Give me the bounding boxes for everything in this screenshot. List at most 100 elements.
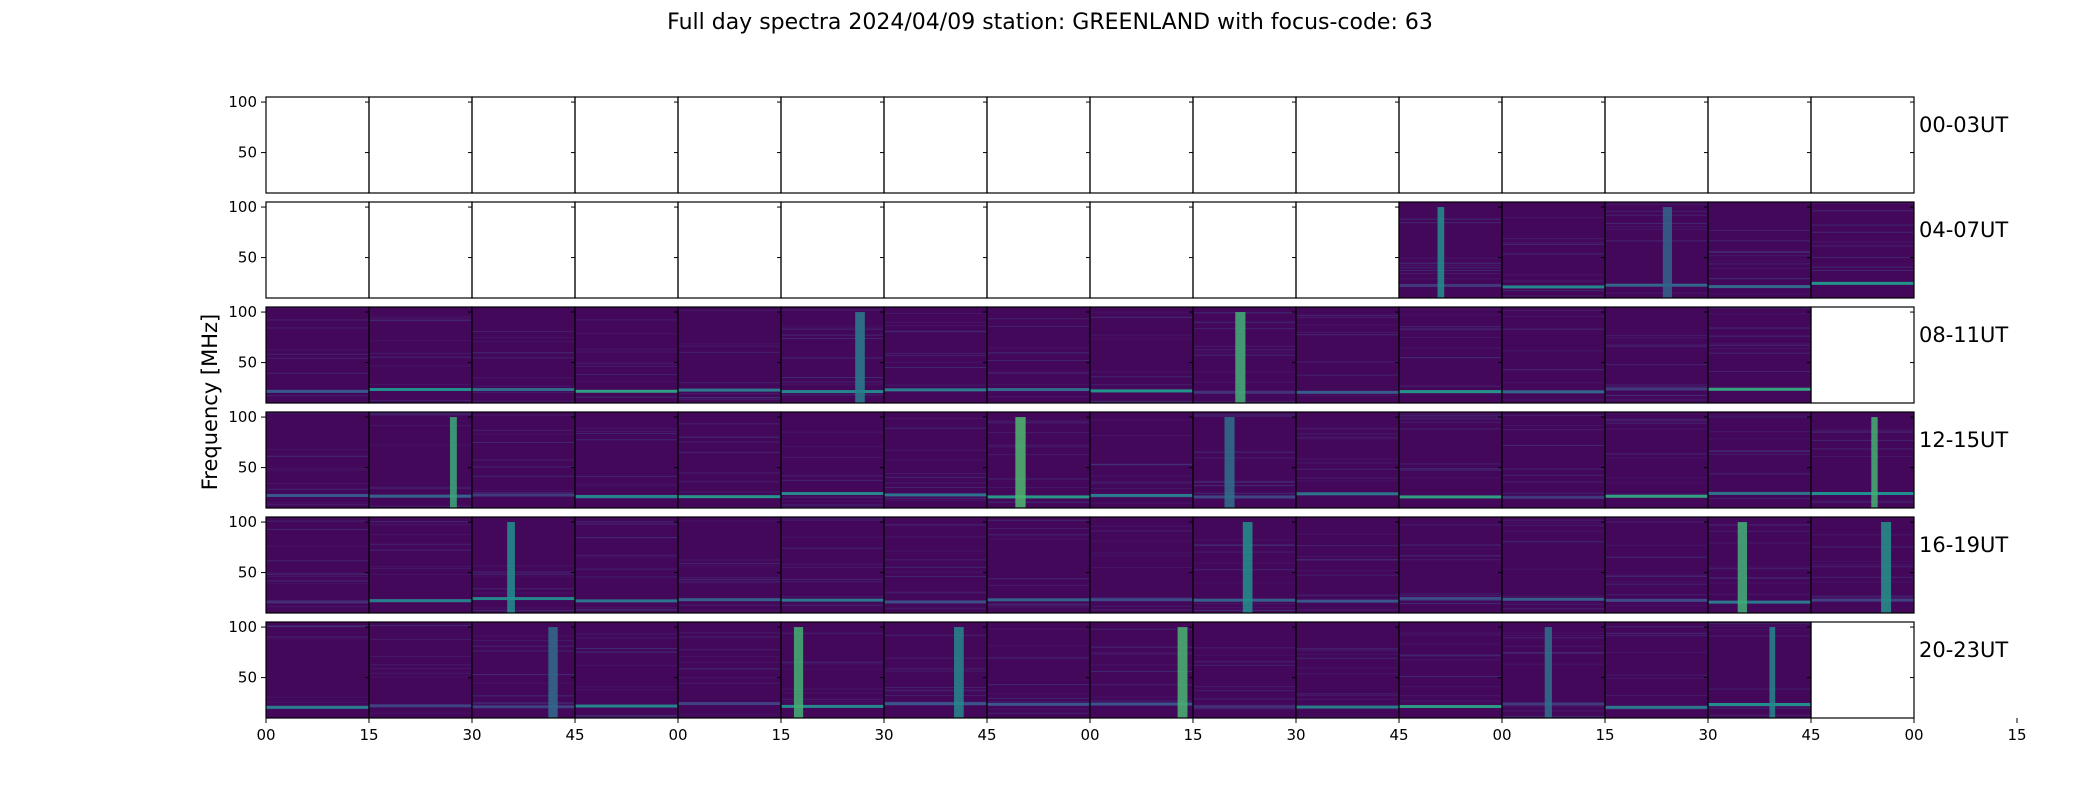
spectrum-streak bbox=[1605, 457, 1708, 459]
spectrum-streak bbox=[1502, 524, 1605, 526]
empty-panel bbox=[677, 96, 782, 194]
spectrum-streak bbox=[1502, 328, 1605, 330]
spectrum-lowband bbox=[1605, 283, 1708, 287]
spectrum-streak bbox=[369, 505, 472, 507]
spectrum-streak bbox=[1502, 242, 1605, 244]
spectrum-burst bbox=[548, 627, 558, 718]
spectrum-streak bbox=[1193, 664, 1296, 666]
spectrum-panel bbox=[986, 411, 1091, 509]
spectrum-streak bbox=[266, 455, 369, 457]
spectrum-streak bbox=[987, 372, 1090, 374]
x-tick-label: 30 bbox=[1286, 726, 1305, 744]
panel-frame bbox=[265, 201, 370, 299]
spectrum-background bbox=[575, 622, 678, 718]
spectrum-burst bbox=[1881, 522, 1892, 613]
spectrum-streak bbox=[1605, 210, 1708, 212]
spectrum-streak bbox=[1399, 632, 1502, 634]
spectrum-streak bbox=[884, 486, 987, 488]
spectrum-streak bbox=[1296, 653, 1399, 655]
spectrum-streak bbox=[1708, 498, 1811, 500]
spectrum-streak bbox=[1399, 654, 1502, 656]
spectrum-streak bbox=[1708, 566, 1811, 568]
spectrum-streak bbox=[1399, 329, 1502, 331]
spectrum-streak bbox=[575, 537, 678, 539]
spectrum-streak bbox=[369, 400, 472, 402]
spectrum-panel bbox=[471, 306, 576, 404]
spectrum-panel bbox=[1295, 411, 1400, 509]
spectrum-panel bbox=[1501, 306, 1606, 404]
spectrum-streak bbox=[678, 343, 781, 345]
spectrum-lowband bbox=[884, 493, 987, 497]
spectrum-streak bbox=[1090, 401, 1193, 403]
spectrum-streak bbox=[1708, 370, 1811, 372]
spectrum-streak bbox=[1708, 530, 1811, 532]
spectrum-background bbox=[781, 412, 884, 508]
spectrum-streak bbox=[369, 318, 472, 320]
spectrum-streak bbox=[1811, 430, 1914, 432]
spectrum-streak bbox=[884, 657, 987, 659]
spectrum-streak bbox=[575, 716, 678, 718]
spectrum-streak bbox=[678, 441, 781, 443]
spectrum-streak bbox=[678, 480, 781, 482]
spectrum-panel bbox=[1604, 621, 1709, 719]
spectrum-background bbox=[1193, 412, 1296, 508]
spectrum-background bbox=[678, 412, 781, 508]
panel-frame bbox=[986, 201, 1091, 299]
spectrum-streak bbox=[1399, 417, 1502, 419]
chart-title: Full day spectra 2024/04/09 station: GRE… bbox=[667, 10, 1433, 35]
spectrum-streak bbox=[472, 592, 575, 594]
spectrum-background bbox=[1399, 202, 1502, 298]
spectrum-streak bbox=[369, 534, 472, 536]
spectrum-streak bbox=[1708, 524, 1811, 526]
spectrum-background bbox=[1399, 307, 1502, 403]
spectrum-streak bbox=[575, 637, 678, 639]
spectrum-streak bbox=[1502, 595, 1605, 597]
spectrum-streak bbox=[1811, 270, 1914, 272]
spectrum-streak bbox=[266, 696, 369, 698]
spectrum-lowband bbox=[1090, 493, 1193, 497]
spectrum-streak bbox=[472, 674, 575, 676]
spectrum-streak bbox=[1502, 637, 1605, 639]
spectrum-streak bbox=[1605, 226, 1708, 228]
spectrum-streak bbox=[575, 427, 678, 429]
spectrum-streak bbox=[1605, 677, 1708, 679]
spectrum-background bbox=[1296, 307, 1399, 403]
spectrum-streak bbox=[1605, 228, 1708, 230]
spectrum-streak bbox=[1811, 266, 1914, 268]
spectrum-lowband bbox=[369, 704, 472, 708]
spectrum-streak bbox=[1502, 474, 1605, 476]
spectrum-streak bbox=[1193, 451, 1296, 453]
spectrum-streak bbox=[1502, 603, 1605, 605]
spectrum-streak bbox=[575, 715, 678, 717]
spectrum-streak bbox=[781, 479, 884, 481]
spectrum-streak bbox=[472, 607, 575, 609]
spectrum-streak bbox=[1502, 608, 1605, 610]
spectrum-streak bbox=[1502, 350, 1605, 352]
spectrum-streak bbox=[575, 432, 678, 434]
spectrum-streak bbox=[884, 354, 987, 356]
spectrum-panel bbox=[1398, 621, 1503, 719]
y-tick-label: 50 bbox=[238, 564, 257, 582]
spectrum-streak bbox=[1811, 563, 1914, 565]
spectrum-streak bbox=[1399, 634, 1502, 636]
spectrum-streak bbox=[1502, 369, 1605, 371]
spectrum-streak bbox=[678, 345, 781, 347]
x-tick-label: 15 bbox=[1183, 726, 1202, 744]
spectrum-streak bbox=[1090, 316, 1193, 318]
spectrum-streak bbox=[1399, 593, 1502, 595]
panel-frame bbox=[1295, 201, 1400, 299]
spectrum-streak bbox=[1811, 202, 1914, 204]
spectrum-streak bbox=[884, 321, 987, 323]
spectrum-panel bbox=[1501, 411, 1606, 509]
spectrum-streak bbox=[1090, 502, 1193, 504]
spectrum-streak bbox=[1090, 605, 1193, 607]
spectrum-panel bbox=[883, 306, 988, 404]
spectrum-streak bbox=[575, 576, 678, 578]
spectrum-streak bbox=[1605, 575, 1708, 577]
spectrum-streak bbox=[1708, 344, 1811, 346]
spectrum-streak bbox=[678, 649, 781, 651]
empty-panel bbox=[1295, 96, 1400, 194]
spectrum-streak bbox=[781, 547, 884, 549]
spectrum-streak bbox=[678, 636, 781, 638]
spectrum-streak bbox=[884, 634, 987, 636]
